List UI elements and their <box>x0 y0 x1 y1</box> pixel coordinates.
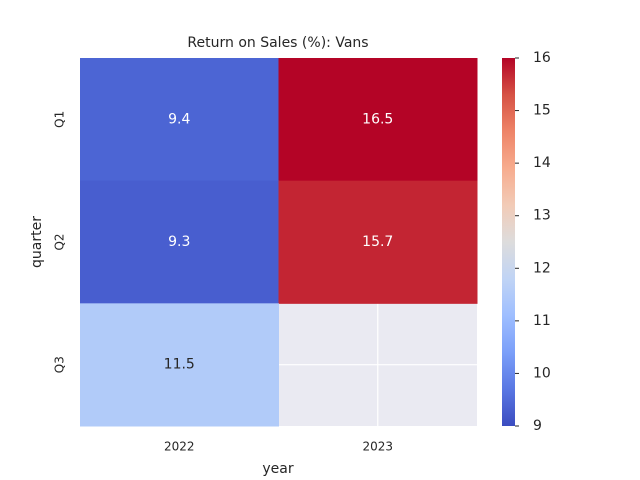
heatmap-cell <box>80 58 279 182</box>
heatmap-cell <box>278 58 478 182</box>
colorbar-tick-label: 14 <box>533 155 551 171</box>
x-axis-label: year <box>262 461 293 477</box>
heatmap-cell <box>80 303 279 427</box>
y-tick-label: Q1 <box>53 111 67 128</box>
chart-title: Return on Sales (%): Vans <box>187 35 368 51</box>
y-tick-label: Q3 <box>53 356 67 373</box>
y-axis-label: quarter <box>29 216 45 268</box>
colorbar-tick-label: 9 <box>533 418 542 434</box>
colorbar-tick-label: 12 <box>533 260 551 276</box>
y-tick-label: Q2 <box>53 233 67 250</box>
colorbar-tick-label: 10 <box>533 365 551 381</box>
x-tick-label: 2022 <box>164 440 195 454</box>
cell-label: 15.7 <box>362 234 393 250</box>
heatmap-cell <box>278 180 478 304</box>
x-tick-label: 2023 <box>362 440 393 454</box>
colorbar-tick-label: 16 <box>533 50 551 66</box>
cell-label: 16.5 <box>362 111 393 127</box>
colorbar-tick-label: 11 <box>533 313 551 329</box>
colorbar-tick-label: 15 <box>533 103 551 119</box>
colorbar-tick-label: 13 <box>533 208 551 224</box>
colorbar <box>502 58 515 426</box>
cell-label: 11.5 <box>164 357 195 373</box>
cell-label: 9.3 <box>168 234 190 250</box>
cell-label: 9.4 <box>168 111 190 127</box>
heatmap-cell <box>80 180 279 304</box>
